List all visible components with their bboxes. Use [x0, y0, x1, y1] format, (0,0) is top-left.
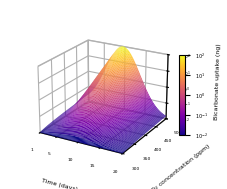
Y-axis label: CO$_2$ concentration (ppm): CO$_2$ concentration (ppm) [144, 141, 212, 189]
X-axis label: Time (days): Time (days) [41, 178, 78, 189]
